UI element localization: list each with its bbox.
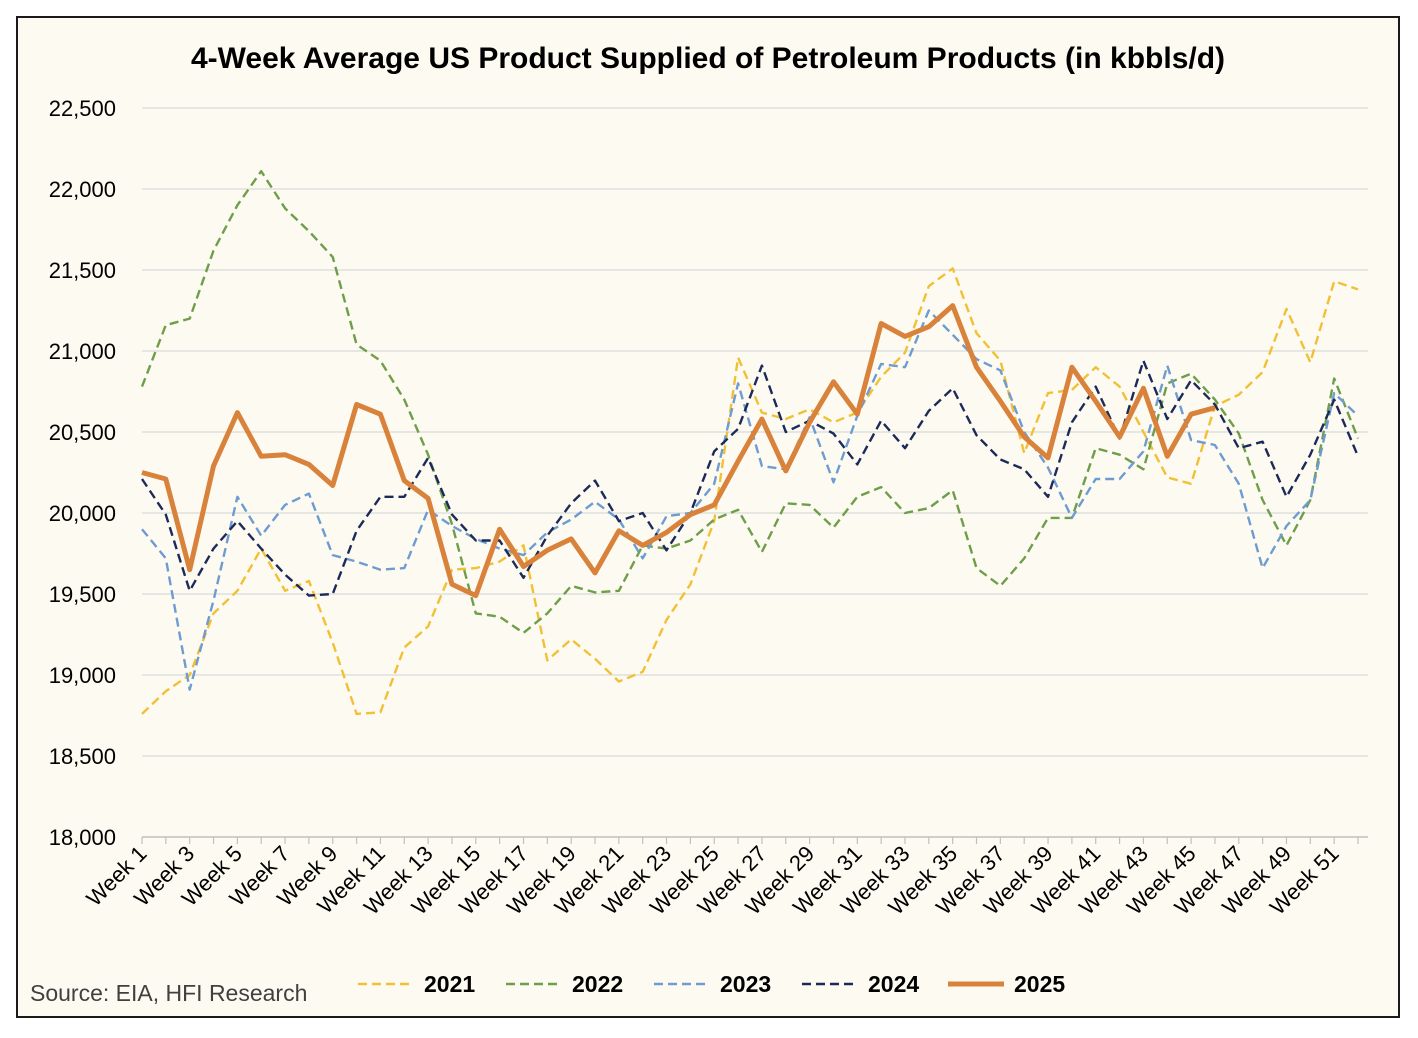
y-tick-label: 18,500 (49, 744, 116, 769)
y-tick-label: 19,500 (49, 582, 116, 607)
legend-label-2023: 2023 (720, 971, 771, 997)
legend-label-2021: 2021 (424, 971, 475, 997)
series-line-2023 (141, 309, 1359, 691)
legend-label-2025: 2025 (1014, 971, 1065, 997)
y-tick-label: 22,000 (49, 177, 116, 202)
y-tick-label: 22,500 (49, 96, 116, 121)
series-line-2021 (141, 267, 1359, 716)
y-tick-label: 19,000 (49, 663, 116, 688)
y-tick-label: 18,000 (49, 825, 116, 850)
y-axis-tick-labels: 18,000 18,500 19,000 19,500 20,000 20,500 21,0… (49, 96, 116, 850)
series-line-2024 (141, 359, 1360, 597)
series-line-2022 (140, 170, 1360, 635)
chart-frame: 4-Week Average US Product Supplied of Pe… (16, 16, 1400, 1018)
legend-label-2024: 2024 (868, 971, 919, 997)
chart-svg: 4-Week Average US Product Supplied of Pe… (30, 42, 1368, 1006)
legend: 2021 2022 2023 2024 2025 (358, 971, 1065, 997)
y-tick-label: 21,500 (49, 258, 116, 283)
series-lines (140, 170, 1360, 716)
y-tick-label: 20,000 (49, 501, 116, 526)
series-line-2025 (141, 303, 1216, 599)
y-tick-label: 21,000 (49, 339, 116, 364)
y-tick-label: 20,500 (49, 420, 116, 445)
legend-label-2022: 2022 (572, 971, 623, 997)
chart-title: 4-Week Average US Product Supplied of Pe… (191, 42, 1225, 75)
source-note: Source: EIA, HFI Research (30, 980, 307, 1006)
